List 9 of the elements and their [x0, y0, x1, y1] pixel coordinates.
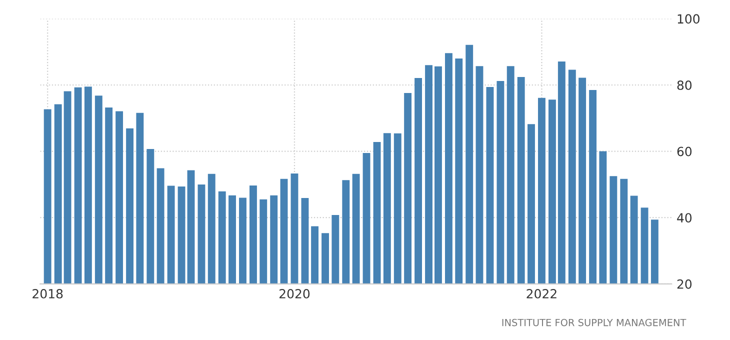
- y-tick-label: 100: [678, 14, 700, 24]
- x-tick-label: 2018: [32, 288, 63, 298]
- y-tick-label: 80: [677, 80, 692, 90]
- y-tick-label: 60: [677, 146, 692, 156]
- y-tick-label: 20: [677, 279, 692, 289]
- text: INSTITUTE FOR SUPPLY MANAGEMENT: [502, 318, 686, 326]
- x-tick-label: 2020: [280, 288, 310, 298]
- x-tick-label: 2022: [526, 288, 556, 298]
- y-tick-label: 40: [677, 213, 692, 223]
